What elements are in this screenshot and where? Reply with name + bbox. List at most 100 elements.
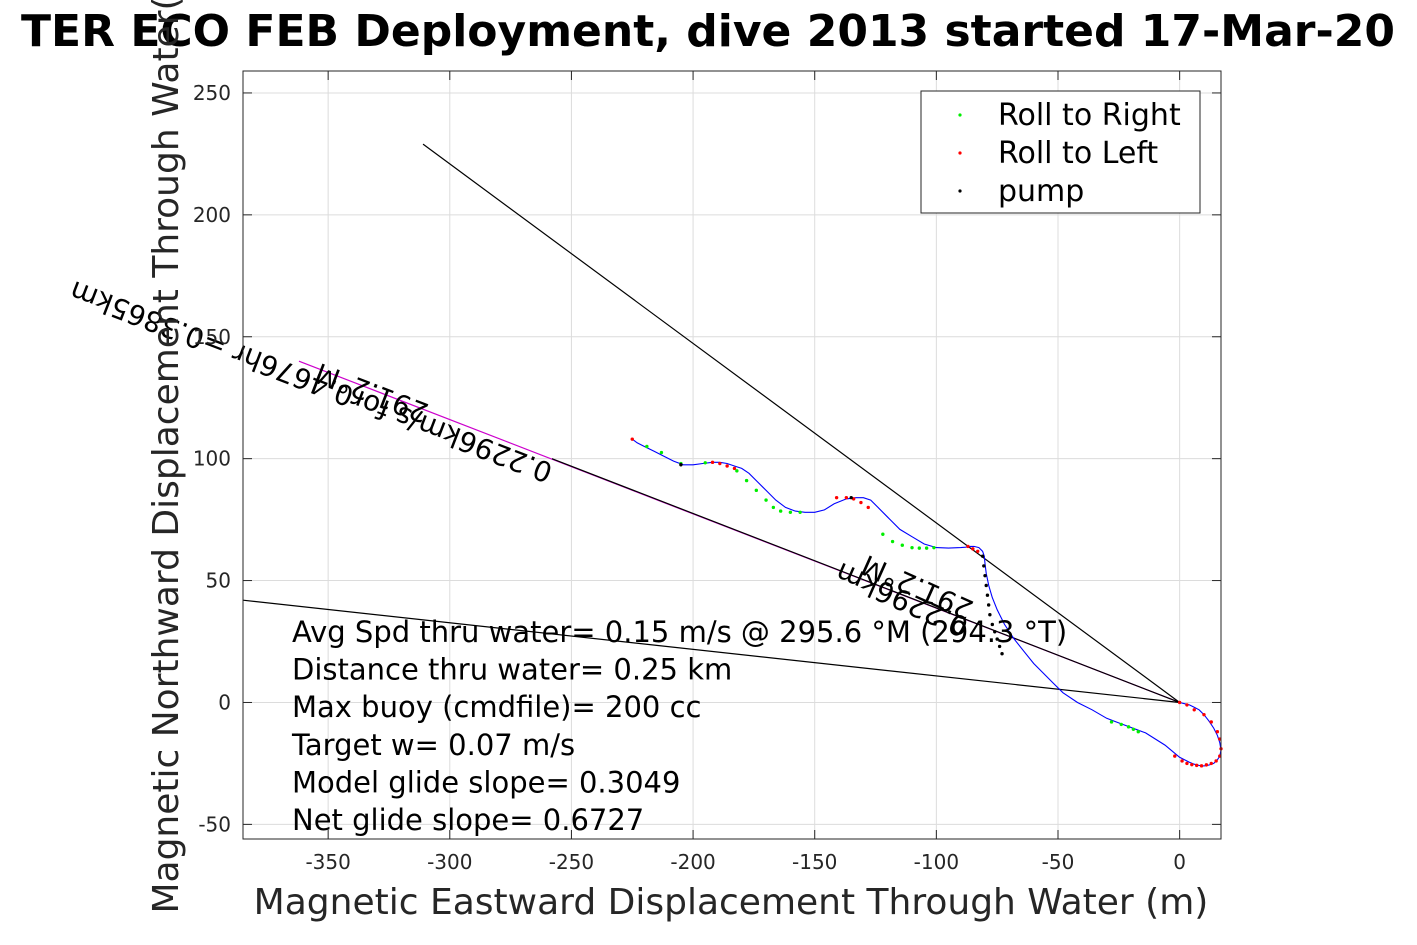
marker-roll-left [732, 466, 737, 471]
annotation-line: Net glide slope= 0.6727 [292, 803, 644, 837]
x-tick-label: -200 [670, 850, 715, 874]
marker-roll-right [1131, 727, 1136, 731]
marker-roll-left [859, 500, 863, 505]
y-axis-label: Magnetic Northward Displacement Through … [146, 0, 187, 914]
marker-roll-right [659, 450, 664, 455]
y-tick-label: 50 [206, 569, 231, 593]
legend-label-pump: pump [998, 174, 1084, 209]
marker-roll-left [844, 495, 849, 500]
x-axis-label: Magnetic Eastward Displacement Through W… [254, 882, 1209, 923]
marker-roll-right [900, 543, 904, 547]
marker-roll-right [764, 498, 768, 502]
marker-roll-left [1192, 708, 1196, 712]
y-tick-label: -50 [198, 812, 231, 836]
marker-pump [985, 593, 990, 597]
series-line-track [631, 438, 1222, 767]
marker-roll-left [1204, 763, 1209, 767]
reference-lines [243, 143, 1180, 704]
marker-pump [995, 637, 999, 641]
marker-roll-left [866, 505, 870, 510]
reference-line-net-line [551, 458, 1180, 704]
y-tick-label: 0 [218, 690, 231, 714]
x-tick-label: -250 [549, 850, 594, 874]
marker-roll-right [1109, 720, 1114, 724]
marker-pump [1000, 652, 1004, 656]
marker-roll-left [1177, 700, 1182, 705]
marker-pump [986, 603, 991, 607]
legend-box [920, 90, 1201, 214]
marker-roll-left [834, 495, 839, 500]
legend-label-roll-left: Roll to Left [998, 136, 1158, 171]
x-tick-labels: -350 -300 -250 -200 -150 -100 -50 0 [305, 850, 1186, 874]
chart-title: TER ECO FEB Deployment, dive 2013 starte… [21, 6, 1395, 57]
marker-roll-right [881, 532, 885, 536]
y-tick-labels: -50 0 50 100 150 200 250 [193, 81, 231, 836]
marker-roll-left [1209, 720, 1213, 724]
marker-pump [982, 564, 986, 568]
marker-roll-left [1173, 754, 1177, 758]
marker-roll-left [1202, 712, 1206, 717]
annotation-line: Avg Spd thru water= 0.15 m/s @ 295.6 °M … [292, 615, 1067, 649]
marker-roll-right [910, 545, 914, 550]
legend: Roll to Right Roll to Left pump [920, 90, 1201, 214]
annotation-line: Model glide slope= 0.3049 [292, 765, 680, 799]
marker-roll-left [725, 464, 729, 468]
marker-roll-right [1126, 725, 1131, 729]
marker-roll-left [1194, 763, 1199, 768]
marker-roll-left [630, 437, 634, 441]
legend-marker-pump [958, 189, 962, 193]
y-tick-label: 250 [193, 81, 231, 105]
marker-pump [984, 583, 988, 588]
x-tick-label: -300 [427, 850, 472, 874]
x-tick-label: 0 [1173, 850, 1186, 874]
marker-roll-left [971, 547, 975, 551]
annotation-block: Avg Spd thru water= 0.15 m/s @ 295.6 °M … [291, 615, 1067, 837]
marker-roll-right [917, 546, 922, 550]
rotated-label: 0.2296km/s for0.4676hr =0.3865km [65, 274, 557, 489]
legend-label-roll-right: Roll to Right [998, 98, 1181, 133]
marker-roll-right [932, 545, 936, 550]
marker-roll-right [798, 510, 802, 514]
marker-roll-left [1185, 761, 1189, 766]
marker-roll-right [778, 509, 783, 513]
marker-roll-left [1199, 764, 1204, 768]
marker-roll-right [735, 469, 739, 473]
marker-pump [849, 495, 853, 500]
legend-marker-roll-left [958, 151, 962, 155]
marker-pump [997, 644, 1002, 649]
marker-roll-right [1136, 730, 1140, 734]
marker-pump [983, 573, 987, 578]
legend-marker-roll-right [958, 113, 962, 117]
x-tick-label: -100 [914, 850, 959, 874]
marker-roll-left [1214, 759, 1218, 763]
reference-line-envelope-upper [422, 143, 1180, 703]
marker-roll-left [966, 544, 970, 549]
marker-pump [988, 612, 992, 617]
reference-line-envelope-lower [243, 599, 1180, 704]
marker-roll-right [744, 478, 749, 483]
track-series [631, 438, 1222, 767]
marker-pump [990, 622, 995, 627]
x-tick-label: -150 [792, 850, 837, 874]
marker-roll-left [710, 460, 715, 465]
x-tick-label: -350 [305, 850, 350, 874]
y-tick-label: 200 [193, 203, 231, 227]
marker-roll-right [924, 546, 929, 550]
x-tick-label: -50 [1042, 850, 1075, 874]
annotation-line: Distance thru water= 0.25 km [292, 653, 732, 687]
annotation-line: Target w= 0.07 m/s [291, 728, 575, 762]
marker-roll-right [771, 505, 776, 510]
marker-roll-left [1180, 759, 1184, 763]
marker-roll-left [1209, 761, 1213, 766]
marker-roll-right [890, 539, 895, 544]
marker-pump [980, 554, 985, 558]
y-tick-label: 100 [193, 447, 231, 471]
y-tick-label: 150 [193, 325, 231, 349]
marker-roll-left [976, 549, 980, 554]
marker-roll-right [645, 444, 649, 449]
marker-roll-right [703, 461, 707, 465]
marker-roll-left [718, 461, 722, 466]
marker-roll-right [754, 488, 759, 493]
marker-pump [679, 463, 683, 467]
marker-pump [993, 630, 997, 634]
